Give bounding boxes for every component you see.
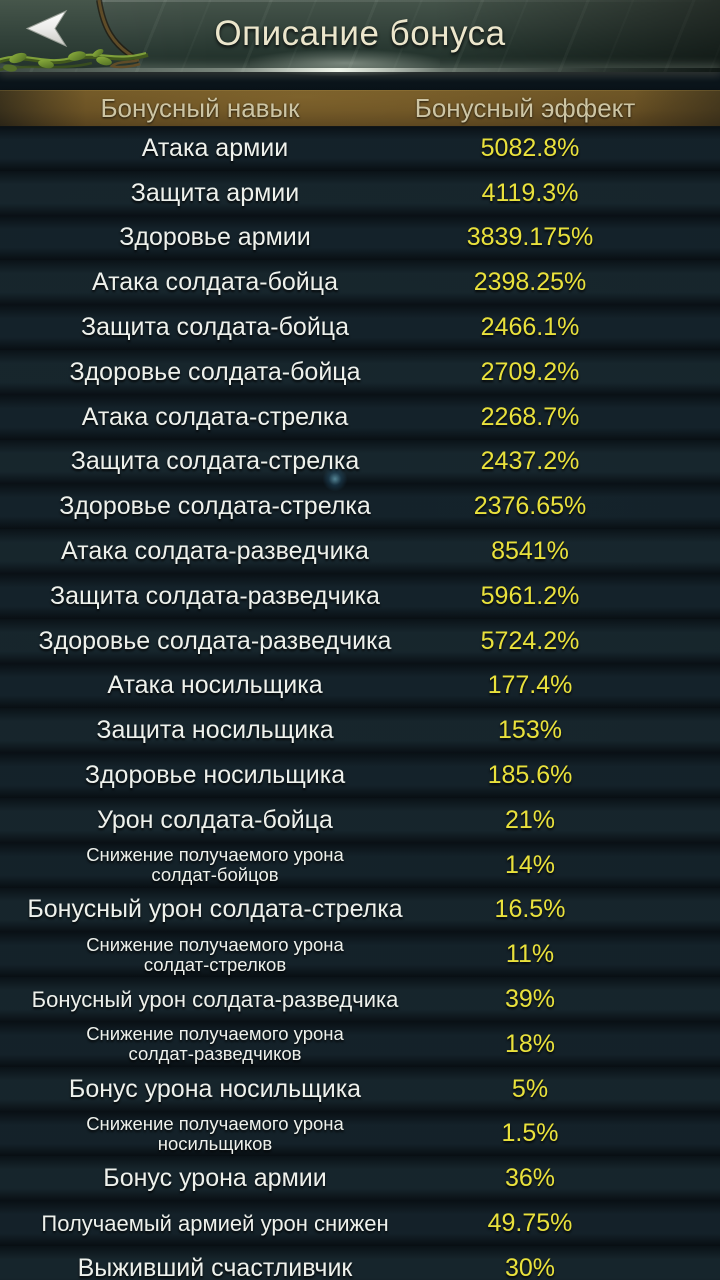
skill-label: Бонусный урон солдата-стрелка [27, 895, 403, 924]
skill-label: Урон солдата-бойца [97, 805, 333, 834]
skill-label: Снижение получаемого урона солдат-бойцов [86, 844, 344, 886]
table-row: Снижение получаемого урона солдат-стрелк… [0, 932, 720, 978]
table-row: Бонус урона носильщика 5% [0, 1066, 720, 1112]
column-header-effect: Бонусный эффект [414, 93, 636, 123]
table-row: Защита солдата-разведчика 5961.2% [0, 573, 720, 619]
effect-value: 2437.2% [480, 447, 580, 476]
back-arrow-icon [0, 0, 149, 72]
effect-value: 5724.2% [480, 626, 580, 655]
skill-label: Атака солдата-стрелка [81, 402, 349, 431]
table-row: Здоровье армии 3839.175% [0, 215, 720, 261]
table-row: Атака солдата-стрелка 2268.7% [0, 394, 720, 440]
skill-label: Бонус урона носильщика [68, 1074, 362, 1103]
column-header-skill: Бонусный навык [100, 93, 300, 123]
skill-label: Защита солдата-бойца [80, 313, 350, 342]
effect-value: 49.75% [487, 1209, 573, 1238]
skill-label: Здоровье армии [119, 223, 311, 252]
table-row: Снижение получаемого урона солдат-бойцов… [0, 842, 720, 888]
table-row: Атака армии 5082.8% [0, 126, 720, 171]
effect-value: 39% [504, 985, 556, 1014]
table-row: Атака солдата-разведчика 8541% [0, 529, 720, 574]
skill-label: Атака солдата-разведчика [61, 537, 369, 566]
header-shine [0, 68, 720, 72]
effect-value: 11% [505, 940, 555, 969]
table-body: Атака армии 5082.8% Защита армии 4119.3% Здо… [0, 126, 720, 1280]
skill-label: Здоровье солдата-разведчика [38, 626, 392, 655]
skill-label: Защита армии [130, 178, 300, 207]
effect-value: 5% [511, 1074, 549, 1103]
effect-value: 2376.65% [473, 492, 587, 521]
effect-value: 2709.2% [480, 357, 580, 386]
table-row: Здоровье солдата-стрелка 2376.65% [0, 484, 720, 530]
skill-label: Атака солдата-бойца [91, 268, 338, 297]
table-row: Защита армии 4119.3% [0, 170, 720, 216]
effect-value: 5082.8% [480, 133, 580, 162]
effect-value: 16.5% [494, 895, 566, 924]
table-row: Бонус урона армии 36% [0, 1156, 720, 1202]
table-row: Бонусный урон солдата-разведчика 39% [0, 977, 720, 1022]
effect-value: 1.5% [501, 1119, 559, 1148]
table-row: Защита носильщика 153% [0, 708, 720, 754]
skill-label: Здоровье солдата-бойца [69, 357, 361, 386]
table-row: Получаемый армией урон снижен 49.75% [0, 1201, 720, 1246]
table-row: Снижение получаемого урона солдат-развед… [0, 1021, 720, 1067]
table-row: Здоровье солдата-разведчика 5724.2% [0, 618, 720, 664]
skill-label: Защита солдата-стрелка [70, 447, 360, 476]
skill-label: Бонусный урон солдата-разведчика [31, 986, 399, 1012]
back-button[interactable] [0, 0, 150, 80]
effect-value: 2466.1% [480, 313, 580, 342]
skill-label: Защита носильщика [96, 716, 334, 745]
table-row: Здоровье носильщика 185.6% [0, 753, 720, 798]
page-title: Описание бонуса [214, 14, 506, 53]
effect-value: 153% [498, 716, 562, 745]
table-row: Атака носильщика 177.4% [0, 663, 720, 709]
skill-label: Снижение получаемого урона солдат-развед… [86, 1023, 344, 1065]
skill-label: Здоровье носильщика [84, 761, 346, 790]
skill-label: Снижение получаемого урона солдат-стрелк… [86, 933, 344, 975]
effect-value: 18% [504, 1029, 556, 1058]
effect-value: 36% [504, 1164, 556, 1193]
effect-value: 185.6% [487, 761, 573, 790]
effect-value: 5961.2% [480, 581, 580, 610]
effect-value: 177.4% [487, 671, 573, 700]
effect-value: 21% [504, 805, 556, 834]
skill-label: Выживший счастливчик [77, 1253, 353, 1280]
effect-value: 3839.175% [466, 223, 594, 252]
skill-label: Бонус урона армии [103, 1164, 327, 1193]
table-row: Защита солдата-стрелка 2437.2% [0, 439, 720, 485]
effect-value: 14% [504, 850, 556, 879]
skill-label: Атака носильщика [107, 671, 323, 700]
effect-value: 2268.7% [480, 402, 580, 431]
table-row: Выживший счастливчик 30% [0, 1245, 720, 1280]
table-row: Бонусный урон солдата-стрелка 16.5% [0, 887, 720, 933]
effect-value: 2398.25% [473, 268, 587, 297]
table-row: Снижение получаемого урона носильщиков 1.… [0, 1111, 720, 1157]
table-row: Здоровье солдата-бойца 2709.2% [0, 349, 720, 395]
skill-label: Защита солдата-разведчика [50, 581, 380, 610]
skill-label: Получаемый армией урон снижен [41, 1210, 389, 1236]
effect-value: 30% [504, 1253, 556, 1280]
effect-value: 8541% [491, 537, 569, 566]
table-row: Урон солдата-бойца 21% [0, 797, 720, 843]
skill-label: Снижение получаемого урона носильщиков [86, 1112, 344, 1154]
table-row: Атака солдата-бойца 2398.25% [0, 260, 720, 306]
skill-label: Атака армии [141, 133, 289, 162]
effect-value: 4119.3% [481, 178, 579, 207]
table-row: Защита солдата-бойца 2466.1% [0, 305, 720, 350]
table-header: Бонусный навык Бонусный эффект [0, 90, 720, 127]
skill-label: Здоровье солдата-стрелка [59, 492, 371, 521]
